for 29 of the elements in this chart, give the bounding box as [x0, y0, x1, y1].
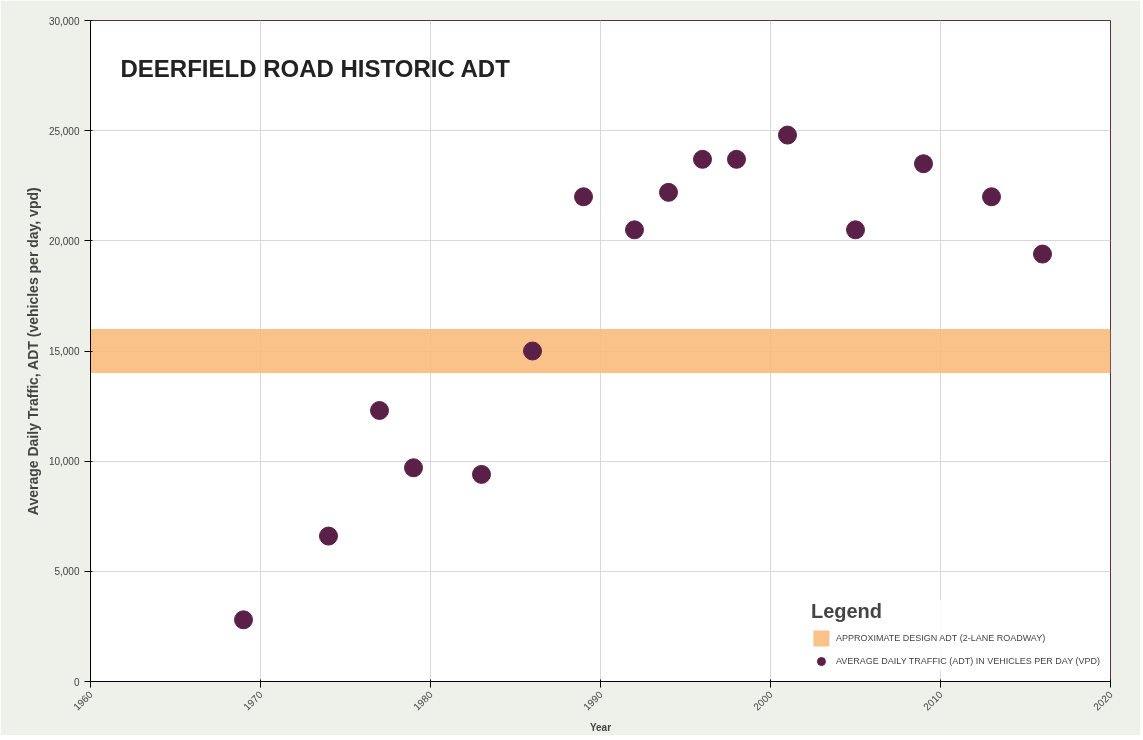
point [625, 220, 644, 240]
point [1033, 244, 1052, 264]
point [574, 187, 593, 207]
y-tick-label: 20,000 [48, 235, 80, 247]
legend-label: AVERAGE DAILY TRAFFIC (ADT) IN VEHICLES PER DAY (VPD) [835, 656, 1100, 666]
point [982, 187, 1001, 207]
legend-title: Legend [810, 600, 884, 623]
point [370, 401, 389, 420]
text: DEERFIELD ROAD HISTORIC ADT [120, 54, 511, 82]
y-tick-label: 10,000 [48, 456, 80, 468]
point [404, 458, 423, 478]
point [727, 149, 746, 169]
point [693, 149, 712, 169]
point [659, 182, 678, 202]
y-tick-label: 25,000 [48, 125, 80, 137]
y-tick-label: 5,000 [54, 566, 80, 578]
y-tick-label: 15,000 [48, 346, 80, 357]
y-axis-title: Average Daily Traffic, ADT (vehicles per day, vpd) [24, 187, 41, 516]
x-axis-title: Year [589, 721, 612, 733]
y-tick-label: 0 [73, 676, 80, 688]
point [846, 220, 865, 240]
point [472, 464, 491, 484]
legend-label: APPROXIMATE DESIGN ADT (2-LANE ROADWAY) [835, 633, 1047, 643]
point [319, 526, 338, 546]
point [523, 341, 542, 361]
point [778, 125, 797, 145]
y-tick-label: 30,000 [48, 15, 80, 27]
point [234, 610, 253, 630]
point [914, 154, 933, 174]
